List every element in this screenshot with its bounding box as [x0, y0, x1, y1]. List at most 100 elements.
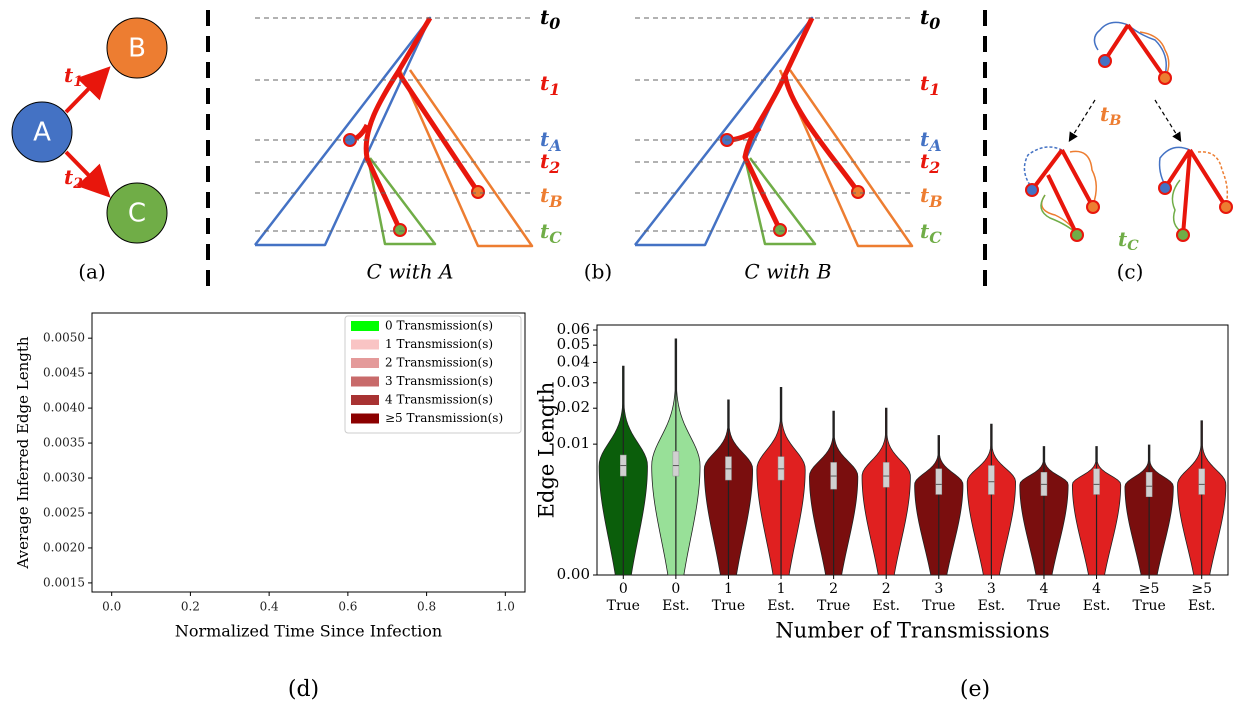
iqr-box	[988, 465, 995, 495]
host-dot	[1070, 228, 1084, 242]
x-tick-label: ≥5	[1191, 581, 1212, 597]
time-label: tC	[1118, 227, 1139, 255]
time-label: t0	[540, 5, 560, 33]
iqr-box	[1093, 468, 1100, 495]
edge-arrow	[64, 150, 111, 198]
x-tick-sublabel: Est.	[767, 598, 794, 614]
subtree	[1139, 31, 1170, 77]
y-tick-label: 0.0015	[43, 575, 85, 589]
legend-label: 2 Transmission(s)	[385, 356, 493, 370]
label-sub: 1	[929, 80, 940, 99]
label-base: t	[920, 219, 930, 243]
iqr-box	[935, 468, 943, 495]
label-base: t	[540, 183, 550, 207]
label-base: t	[540, 71, 550, 95]
subtree	[254, 16, 432, 247]
legend-label: 3 Transmission(s)	[385, 374, 493, 388]
label-sub: C	[929, 228, 942, 247]
time-label: tB	[1100, 102, 1121, 130]
label-base: t	[540, 127, 550, 151]
x-tick-sublabel: True	[922, 598, 955, 614]
time-label: t2	[540, 149, 560, 177]
subtree	[366, 157, 437, 246]
label-base: t	[540, 149, 550, 173]
node-label: B	[128, 34, 146, 64]
x-tick-label: 0	[619, 581, 628, 597]
x-tick-label: 0.0	[102, 600, 121, 614]
arrow	[1068, 99, 1096, 143]
x-tick-label: 2	[882, 581, 891, 597]
time-label: tA	[920, 127, 942, 155]
x-tick-label: 0.2	[181, 600, 200, 614]
time-label: tC	[920, 219, 942, 247]
caption: C with B	[744, 260, 831, 284]
y-tick-label: 0.0045	[43, 366, 85, 380]
edge-label: t2	[64, 165, 83, 193]
x-tick-sublabel: Est.	[662, 598, 689, 614]
time-label: tC	[540, 219, 562, 247]
plot-frame	[91, 312, 526, 593]
label-base: t	[1100, 102, 1110, 126]
x-tick-label: 0.4	[260, 600, 279, 614]
legend-swatch	[351, 321, 379, 331]
label-sub: 1	[549, 80, 560, 99]
edge-label: t1	[64, 63, 83, 91]
subtree	[398, 69, 534, 248]
y-axis-label: Average Inferred Edge Length	[14, 336, 32, 569]
label-sub: A	[547, 136, 561, 155]
label-base: t	[64, 165, 74, 189]
label-base: t	[540, 219, 550, 243]
label-sub: B	[928, 192, 942, 211]
legend-label: 1 Transmission(s)	[385, 337, 493, 351]
label-base: t	[540, 5, 550, 29]
x-tick-label: 4	[1092, 581, 1101, 597]
label-base: t	[920, 149, 930, 173]
x-tick-sublabel: Est.	[978, 598, 1005, 614]
subtree	[1158, 146, 1191, 186]
x-tick-sublabel: True	[607, 598, 640, 614]
node	[11, 101, 73, 163]
y-tick-label: 0.0040	[43, 401, 85, 415]
legend-swatch	[351, 358, 379, 368]
host-dot	[1219, 200, 1233, 214]
time-label: tB	[920, 183, 943, 211]
y-tick-label: 0.0050	[43, 331, 85, 345]
transmission-path	[1103, 23, 1167, 80]
label-base: t	[920, 5, 930, 29]
time-label: t1	[540, 71, 560, 99]
x-axis-label: Number of Transmissions	[775, 619, 1049, 643]
x-tick-label: ≥5	[1139, 581, 1160, 597]
y-tick-label: 0.0020	[43, 540, 85, 554]
plot-frame	[596, 324, 1229, 576]
time-label: tB	[540, 183, 563, 211]
subtree	[778, 69, 914, 248]
x-tick-label: 1	[724, 581, 733, 597]
legend-label: 0 Transmission(s)	[385, 319, 493, 333]
host-dot	[851, 185, 865, 199]
subtree	[1171, 179, 1184, 234]
host-dot	[773, 223, 787, 237]
edge-arrow	[64, 66, 111, 114]
label-sub: 2	[72, 176, 83, 192]
node-label: A	[33, 118, 51, 148]
host-dot	[471, 185, 485, 199]
y-tick-label: 0.01	[557, 434, 590, 452]
y-tick-label: 0.06	[557, 320, 590, 338]
x-tick-label: 0.8	[417, 600, 436, 614]
iqr-box	[1198, 468, 1205, 495]
caption: C with A	[367, 260, 454, 284]
y-tick-label: 0.00	[557, 565, 590, 583]
transmission-path	[349, 16, 481, 232]
node-label: C	[128, 199, 146, 229]
legend-swatch	[351, 339, 379, 350]
host-dot	[393, 223, 407, 237]
y-axis-label: Edge Length	[535, 382, 559, 519]
y-tick-label: 0.05	[557, 335, 590, 353]
label-sub: 0	[549, 14, 560, 33]
subtree	[1023, 146, 1063, 186]
iqr-box	[672, 451, 680, 477]
x-tick-label: 4	[1039, 581, 1048, 597]
caption: (a)	[78, 260, 106, 284]
subtree	[1040, 194, 1078, 235]
